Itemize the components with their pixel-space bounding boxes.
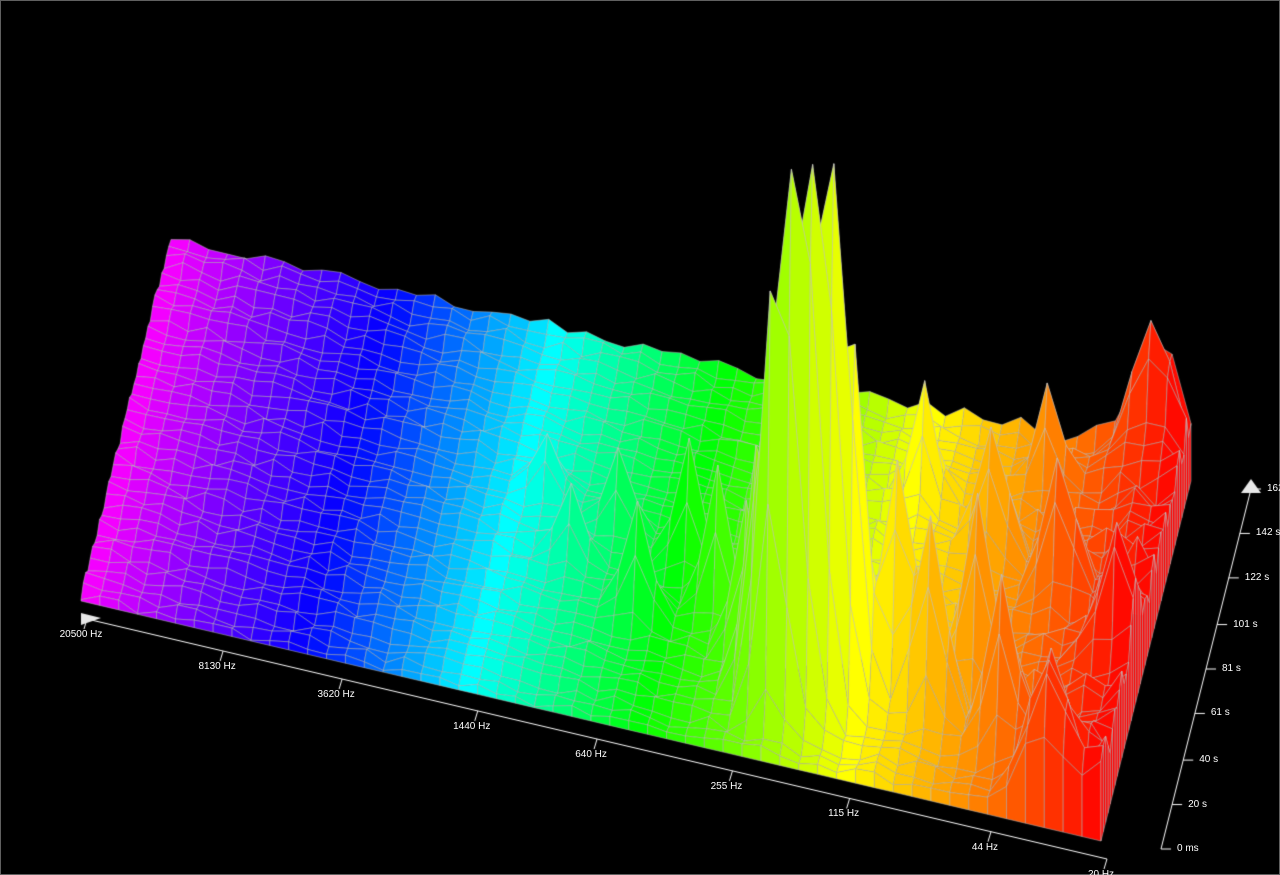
chart-frame: 20 Hz44 Hz115 Hz255 Hz640 Hz1440 Hz3620 … — [0, 0, 1280, 875]
waterfall-canvas — [1, 1, 1279, 874]
